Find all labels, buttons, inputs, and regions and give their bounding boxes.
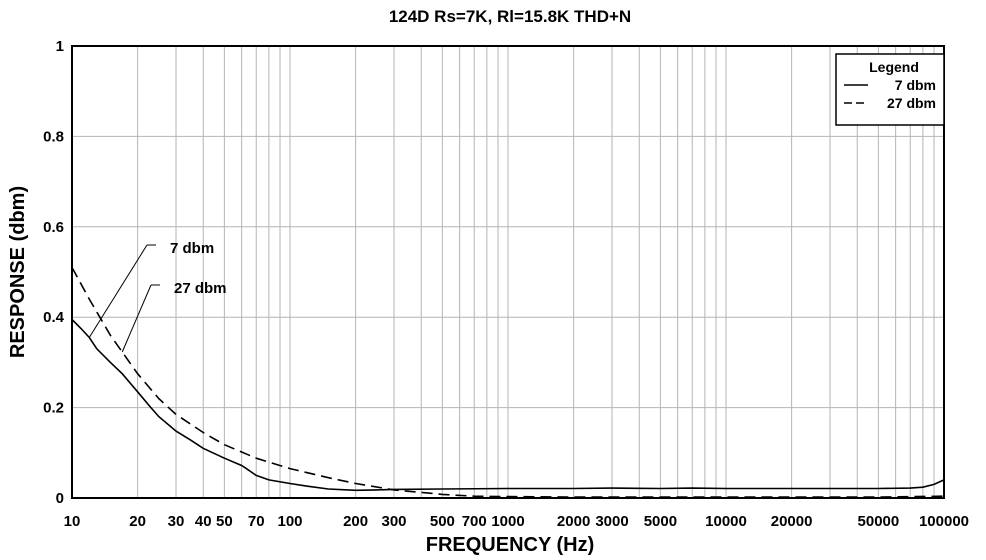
x-tick-label: 3000: [595, 513, 628, 530]
annotation-leader: [121, 284, 152, 353]
chart-title: 124D Rs=7K, Rl=15.8K THD+N: [389, 7, 631, 26]
legend-entry: 27 dbm: [887, 95, 936, 111]
x-tick-label: 10: [64, 513, 81, 530]
plot-frame: [71, 45, 945, 499]
x-tick-label: 100000: [919, 513, 969, 530]
x-axis-title: FREQUENCY (Hz): [426, 534, 595, 556]
series-line-7-dbm: [71, 318, 945, 492]
x-tick-label: 100: [277, 513, 302, 530]
y-tick-label: 0.8: [43, 128, 64, 145]
y-tick-label: 0.4: [43, 309, 65, 326]
y-tick-label: 0.6: [43, 219, 64, 236]
series-line-27-dbm: [71, 267, 945, 498]
y-tick-label: 0: [56, 490, 64, 507]
x-tick-label: 10000: [705, 513, 747, 530]
x-tick-label: 20: [129, 513, 146, 530]
x-tick-label: 20000: [771, 513, 813, 530]
grid: [71, 45, 944, 499]
x-tick-label: 500: [430, 513, 455, 530]
x-tick-label: 700: [462, 513, 487, 530]
x-axis-ticks: 10 20 30 40 50 70 100 200 300 500 700 1000 2000 3000 5…: [64, 513, 969, 530]
annotation-leader: [88, 244, 148, 338]
legend-title: Legend: [869, 59, 919, 75]
x-tick-label: 300: [381, 513, 406, 530]
legend-entry: 7 dbm: [895, 77, 936, 93]
y-tick-label: 1: [56, 38, 64, 55]
legend: Legend 7 dbm 27 dbm: [835, 53, 945, 126]
annotation-label: 27 dbm: [174, 280, 227, 297]
x-tick-label: 2000: [557, 513, 590, 530]
y-axis-ticks: 0 0.2 0.4 0.6 0.8 1: [43, 38, 65, 507]
x-tick-label: 70: [248, 513, 265, 530]
series-group: [71, 267, 945, 498]
x-tick-label: 50000: [858, 513, 900, 530]
annotation-label: 7 dbm: [170, 240, 214, 257]
legend-box: [835, 53, 945, 126]
x-tick-label: 30: [168, 513, 185, 530]
x-tick-label: 40: [195, 513, 212, 530]
x-tick-label: 5000: [644, 513, 677, 530]
annotations: 7 dbm 27 dbm: [88, 240, 227, 353]
y-tick-label: 0.2: [43, 400, 64, 417]
x-tick-label: 1000: [491, 513, 524, 530]
y-axis-title: RESPONSE (dbm): [7, 186, 29, 358]
x-tick-label: 50: [216, 513, 233, 530]
x-tick-label: 200: [343, 513, 368, 530]
